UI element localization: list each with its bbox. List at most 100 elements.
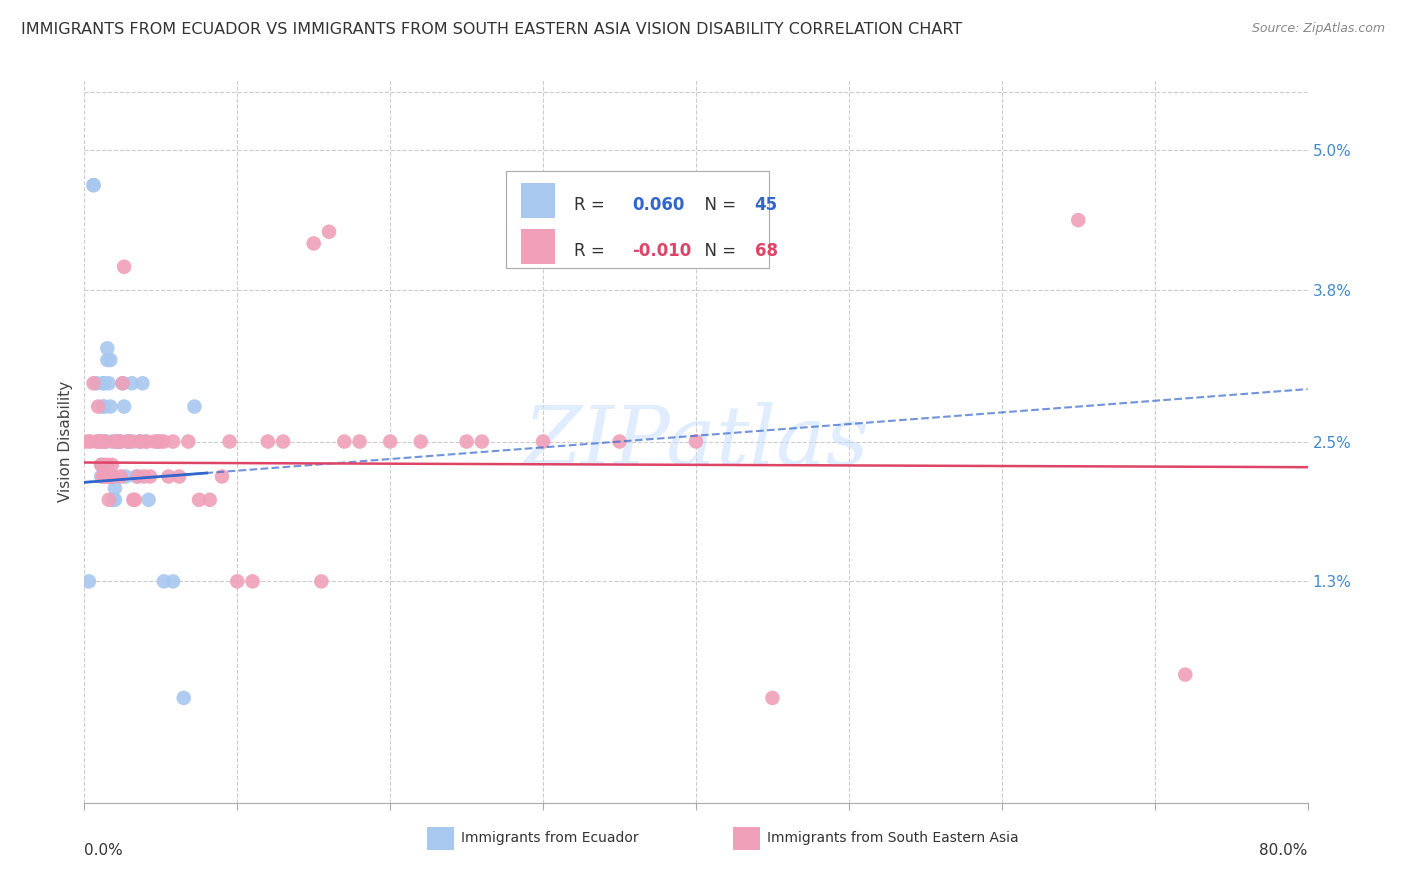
Point: [333, 434, 356, 449]
Point: [125, 469, 148, 483]
Point: [96, 341, 118, 355]
Point: [103, 492, 125, 507]
Bar: [427, 827, 454, 850]
Point: [409, 434, 432, 449]
Point: [146, 434, 169, 449]
Point: [139, 469, 162, 483]
Point: [104, 492, 127, 507]
Point: [143, 434, 166, 449]
Text: N =: N =: [693, 242, 741, 260]
Point: [198, 492, 221, 507]
Point: [98, 469, 121, 483]
Bar: [522, 183, 555, 218]
Point: [124, 492, 146, 507]
Point: [129, 434, 152, 449]
Point: [91, 400, 114, 414]
Text: Immigrants from Ecuador: Immigrants from Ecuador: [461, 831, 638, 846]
Point: [146, 434, 169, 449]
Point: [98, 400, 121, 414]
Point: [128, 434, 150, 449]
Point: [226, 574, 249, 589]
Point: [101, 469, 124, 483]
Point: [115, 434, 138, 449]
Point: [93, 458, 115, 472]
Point: [86, 434, 108, 449]
Point: [132, 469, 155, 483]
Point: [127, 469, 149, 483]
Point: [115, 434, 138, 449]
Point: [79, 434, 101, 449]
Point: [98, 353, 121, 368]
Point: [110, 469, 132, 483]
Point: [91, 376, 114, 391]
Point: [1174, 667, 1197, 681]
Point: [97, 376, 120, 391]
Point: [89, 434, 111, 449]
Point: [101, 458, 124, 472]
Point: [188, 492, 211, 507]
Point: [531, 434, 554, 449]
Point: [90, 469, 112, 483]
Point: [111, 376, 134, 391]
Point: [149, 434, 172, 449]
Point: [242, 574, 264, 589]
Point: [218, 434, 240, 449]
Point: [114, 469, 136, 483]
Point: [91, 469, 114, 483]
Point: [87, 434, 110, 449]
Point: [86, 376, 108, 391]
Point: [112, 400, 135, 414]
Point: [107, 434, 129, 449]
Point: [96, 353, 118, 368]
Point: [136, 434, 159, 449]
Point: [761, 690, 783, 705]
Point: [104, 481, 127, 495]
Point: [380, 434, 402, 449]
Point: [97, 492, 120, 507]
Point: [153, 434, 176, 449]
Point: [103, 469, 125, 483]
Point: [349, 434, 371, 449]
Point: [108, 434, 131, 449]
Point: [471, 434, 494, 449]
Point: [122, 434, 145, 449]
Point: [112, 260, 135, 274]
Point: [101, 434, 124, 449]
Text: IMMIGRANTS FROM ECUADOR VS IMMIGRANTS FROM SOUTH EASTERN ASIA VISION DISABILITY : IMMIGRANTS FROM ECUADOR VS IMMIGRANTS FR…: [21, 22, 962, 37]
Point: [97, 469, 120, 483]
Point: [77, 574, 100, 589]
Point: [318, 225, 340, 239]
Text: Immigrants from South Eastern Asia: Immigrants from South Eastern Asia: [766, 831, 1018, 846]
Point: [83, 178, 105, 193]
Point: [138, 492, 160, 507]
Point: [105, 434, 128, 449]
Point: [173, 690, 195, 705]
Point: [107, 434, 129, 449]
Point: [103, 469, 125, 483]
Point: [104, 434, 127, 449]
FancyBboxPatch shape: [506, 170, 769, 268]
Point: [257, 434, 280, 449]
Text: Source: ZipAtlas.com: Source: ZipAtlas.com: [1251, 22, 1385, 36]
Text: R =: R =: [574, 242, 610, 260]
Point: [94, 434, 117, 449]
Point: [90, 434, 112, 449]
Point: [177, 434, 200, 449]
Point: [87, 400, 110, 414]
Point: [685, 434, 707, 449]
Text: 0.060: 0.060: [633, 195, 685, 214]
Point: [311, 574, 333, 589]
Point: [94, 434, 117, 449]
Y-axis label: Vision Disability: Vision Disability: [58, 381, 73, 502]
Point: [211, 469, 233, 483]
Point: [89, 434, 111, 449]
Point: [120, 434, 142, 449]
Point: [105, 434, 128, 449]
Point: [131, 376, 153, 391]
Point: [96, 469, 118, 483]
Point: [96, 458, 118, 472]
Point: [120, 434, 142, 449]
Point: [302, 236, 325, 251]
Point: [153, 574, 176, 589]
Point: [135, 434, 157, 449]
